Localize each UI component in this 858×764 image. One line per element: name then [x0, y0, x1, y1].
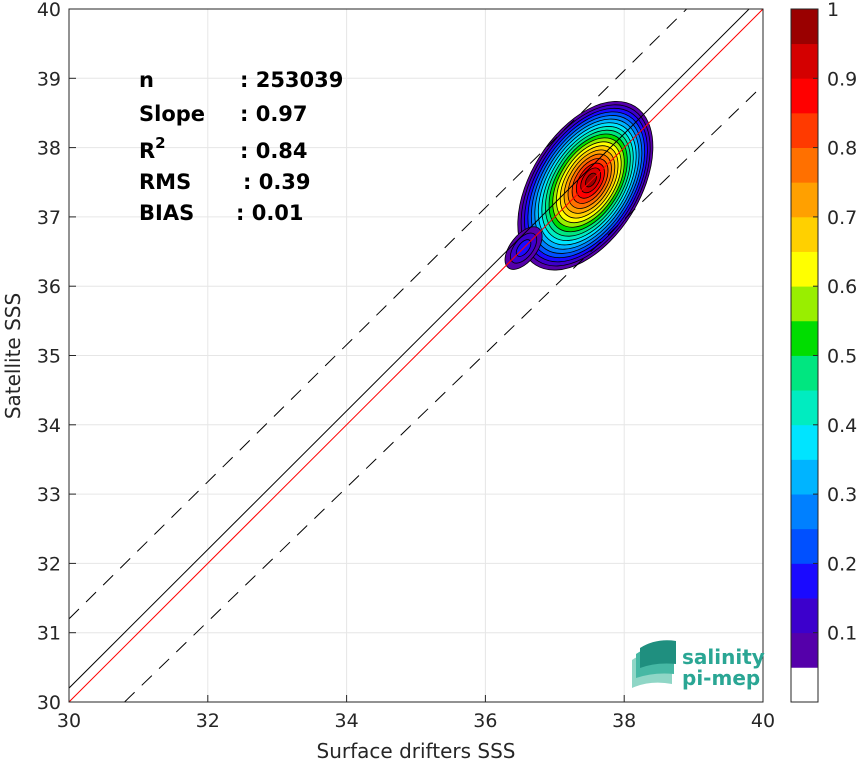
- stat-name: BIAS: [139, 201, 194, 225]
- colorbar-segment: [791, 667, 818, 703]
- x-axis-label: Surface drifters SSS: [317, 739, 516, 763]
- colorbar-segment: [791, 563, 818, 599]
- x-tick-label: 32: [196, 710, 220, 732]
- line-fit: [69, 9, 763, 702]
- y-tick-label: 40: [37, 0, 61, 21]
- colorbar-segment: [791, 494, 818, 530]
- x-tick-label: 34: [335, 710, 359, 732]
- colorbar-segment: [791, 43, 818, 79]
- y-tick-label: 34: [37, 415, 61, 437]
- y-tick-label: 33: [37, 484, 61, 506]
- colorbar-segment: [791, 286, 818, 322]
- colorbar-tick-label: 0.7: [827, 207, 857, 229]
- line-identity: [69, 9, 750, 689]
- colorbar-tick-label: 1: [827, 0, 839, 21]
- x-axis-ticks: 30 32 34 36 38 40: [57, 695, 775, 732]
- colorbar-segment: [791, 251, 818, 287]
- stat-name: RMS: [139, 170, 191, 194]
- stat-superscript: 2: [155, 134, 165, 152]
- stat-value: : 0.97: [240, 102, 308, 126]
- stat-value: : 0.39: [243, 170, 311, 194]
- stat-value: : 0.01: [236, 201, 304, 225]
- y-tick-label: 37: [37, 207, 61, 229]
- colorbar-segment: [791, 320, 818, 356]
- reference-lines: [69, 9, 763, 702]
- y-tick-label: 30: [37, 692, 61, 714]
- colorbar-tick-label: 0.6: [827, 276, 857, 298]
- y-tick-label: 32: [37, 553, 61, 575]
- colorbar-tick-label: 0.8: [827, 138, 857, 160]
- colorbar-segment: [791, 528, 818, 564]
- colorbar-segment: [791, 216, 818, 252]
- x-tick-label: 40: [751, 710, 775, 732]
- colorbar-segment: [791, 78, 818, 114]
- logo-text-line2: pi-mep: [682, 666, 760, 690]
- colorbar-tick-label: 0.2: [827, 553, 857, 575]
- line-upper-bound: [69, 9, 688, 620]
- stat-name: n: [139, 68, 154, 92]
- colorbar-segment: [791, 424, 818, 460]
- colorbar-segment: [791, 598, 818, 634]
- grid: [68, 8, 764, 703]
- colorbar-tick-label: 0.3: [827, 484, 857, 506]
- colorbar-segment: [791, 355, 818, 391]
- colorbar-tick-label: 0.4: [827, 415, 857, 437]
- colorbar-segment: [791, 390, 818, 426]
- y-axis-ticks: 30 31 32 33 34 35 36 37 38 39 40: [37, 0, 76, 714]
- colorbar-segment: [791, 459, 818, 495]
- colorbar: 0.1 0.2 0.3 0.4 0.5 0.6 0.7 0.8 0.9 1: [790, 0, 857, 703]
- salinity-pi-mep-logo: salinity pi-mep: [632, 640, 765, 690]
- y-axis-label: Satellite SSS: [1, 293, 25, 419]
- colorbar-segment: [791, 632, 818, 668]
- colorbar-tick-label: 0.1: [827, 623, 857, 645]
- logo-text-line1: salinity: [682, 645, 765, 669]
- x-tick-label: 30: [57, 710, 81, 732]
- y-tick-label: 39: [37, 68, 61, 90]
- colorbar-segment: [791, 9, 818, 45]
- y-tick-label: 35: [37, 346, 61, 368]
- stat-value: : 253039: [240, 68, 343, 92]
- stat-name: Slope: [139, 102, 205, 126]
- y-tick-label: 36: [37, 276, 61, 298]
- colorbar-tick-label: 0.5: [827, 346, 857, 368]
- logo-emblem: [632, 640, 676, 688]
- y-tick-label: 38: [37, 138, 61, 160]
- stat-value: : 0.84: [240, 139, 308, 163]
- colorbar-segment: [791, 112, 818, 148]
- x-tick-label: 36: [473, 710, 497, 732]
- line-lower-bound: [124, 84, 763, 702]
- colorbar-tick-label: 0.9: [827, 68, 857, 90]
- colorbar-segment: [791, 147, 818, 183]
- x-tick-label: 38: [612, 710, 636, 732]
- y-tick-label: 31: [37, 623, 61, 645]
- colorbar-segment: [791, 182, 818, 218]
